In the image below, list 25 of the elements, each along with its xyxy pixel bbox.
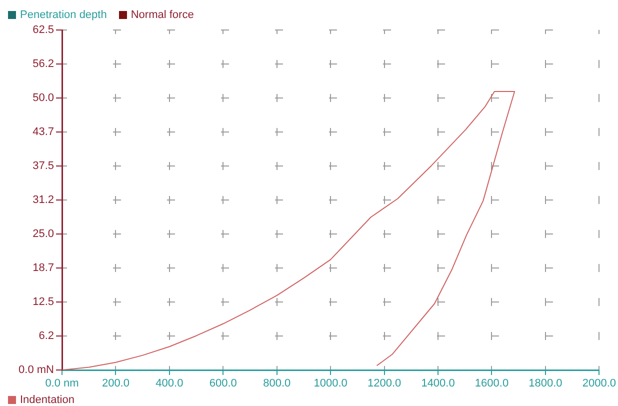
x-tick-label: 600.0 bbox=[209, 378, 237, 390]
y-tick-label: 12.5 bbox=[32, 296, 54, 308]
x-axis-title: Penetration depth bbox=[20, 9, 107, 21]
x-tick-label: 1000.0 bbox=[314, 378, 348, 390]
y-tick-label: 43.7 bbox=[32, 126, 54, 138]
x-tick-label: 1400.0 bbox=[421, 378, 455, 390]
y-tick-label: 37.5 bbox=[32, 160, 54, 172]
x-tick-label: 1200.0 bbox=[367, 378, 402, 390]
y-tick-label: 31.2 bbox=[32, 194, 54, 206]
x-tick-label: 0.0 nm bbox=[45, 378, 79, 390]
y-tick-label: 62.5 bbox=[32, 24, 54, 36]
x-tick-label: 1600.0 bbox=[474, 378, 509, 390]
legend-label: Indentation bbox=[20, 394, 74, 406]
y-tick-label: 0.0 mN bbox=[18, 364, 54, 376]
x-tick-label: 1800.0 bbox=[528, 378, 562, 390]
y-tick-label: 56.2 bbox=[32, 58, 54, 70]
y-tick-label: 50.0 bbox=[32, 92, 54, 104]
x-tick-label: 200.0 bbox=[102, 378, 130, 390]
y-tick-label: 6.2 bbox=[38, 330, 54, 342]
x-tick-label: 800.0 bbox=[263, 378, 291, 390]
y-tick-label: 25.0 bbox=[32, 228, 54, 240]
y-tick-label: 18.7 bbox=[32, 262, 54, 274]
x-tick-label: 2000.0 bbox=[582, 378, 616, 390]
x-tick-label: 400.0 bbox=[156, 378, 184, 390]
y-axis-title: Normal force bbox=[130, 9, 194, 21]
